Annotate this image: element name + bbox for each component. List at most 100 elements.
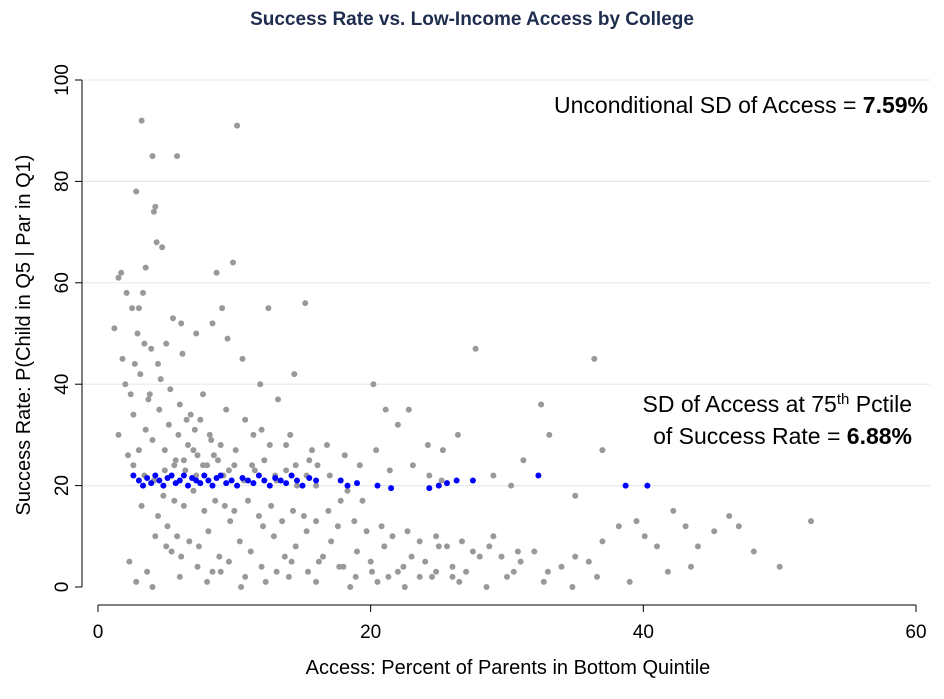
college-point (163, 340, 170, 347)
college-point (149, 153, 156, 160)
college-point (193, 330, 200, 337)
college-point (426, 472, 433, 479)
highlighted-college-point (228, 477, 235, 484)
x-tick-label: 40 (633, 622, 654, 643)
college-point (285, 573, 292, 580)
highlighted-college-point (272, 475, 279, 481)
college-point (540, 578, 547, 585)
college-point (178, 320, 185, 327)
college-point (735, 523, 742, 530)
college-point (300, 513, 307, 519)
college-point (156, 406, 163, 413)
highlighted-college-point (185, 482, 191, 489)
college-point (225, 467, 232, 474)
college-point (279, 518, 286, 525)
college-point (594, 573, 600, 580)
highlighted-college-point (197, 480, 204, 487)
college-point (504, 573, 510, 580)
college-point (688, 563, 694, 570)
highlighted-college-point (277, 477, 284, 484)
college-point (463, 568, 470, 575)
college-point (236, 538, 243, 545)
college-point (257, 381, 264, 388)
y-axis-label: Success Rate: P(Child in Q5 | Par in Q1) (13, 155, 35, 516)
college-point (776, 563, 783, 570)
college-point (249, 462, 256, 469)
college-point (546, 431, 553, 438)
highlighted-college-point (435, 482, 442, 489)
annotation-unconditional-value: 7.59% (863, 92, 928, 118)
college-point (394, 421, 401, 428)
college-point (168, 548, 175, 555)
x-tick-label: 60 (905, 622, 926, 643)
highlighted-college-point (337, 477, 344, 484)
axes (81, 80, 916, 606)
college-point (171, 462, 178, 469)
college-point (174, 153, 181, 160)
college-point (201, 507, 208, 514)
college-point (221, 502, 228, 509)
college-point (670, 507, 677, 514)
college-point (262, 578, 269, 585)
college-point (159, 244, 166, 251)
college-point (115, 274, 122, 281)
college-point (283, 442, 290, 448)
college-point (183, 416, 190, 423)
college-point (197, 416, 204, 423)
highlighted-college-point (152, 472, 159, 479)
college-point (260, 523, 266, 530)
college-point (176, 573, 183, 580)
college-point (127, 391, 134, 398)
college-point (292, 543, 299, 550)
college-point (400, 563, 407, 570)
college-point (164, 523, 171, 530)
college-point (422, 558, 429, 565)
college-point (292, 462, 299, 469)
highlighted-college-points (130, 472, 651, 492)
college-point (213, 269, 220, 276)
college-point (129, 305, 136, 312)
highlighted-college-point (180, 472, 187, 479)
college-point (239, 355, 246, 362)
college-point (190, 487, 197, 494)
college-point (160, 492, 167, 499)
college-point (245, 497, 251, 504)
college-point (531, 548, 538, 555)
college-point (180, 457, 187, 464)
annotation-conditional-line1: SD of Access at 75th Pctile (643, 391, 912, 418)
college-point (401, 584, 408, 590)
college-point (242, 573, 249, 580)
college-point (232, 447, 239, 454)
annotation-conditional-value: 6.88% (847, 423, 912, 449)
highlighted-college-point (313, 477, 320, 484)
college-point (118, 269, 125, 276)
highlighted-college-point (426, 485, 433, 492)
college-point (290, 507, 296, 514)
annotation-unconditional-sd: Unconditional SD of Access = 7.59% (554, 92, 928, 118)
college-point (291, 371, 298, 378)
highlighted-college-point (261, 477, 268, 484)
college-point (288, 558, 295, 565)
college-point (149, 584, 156, 590)
college-point (217, 442, 224, 448)
college-point (416, 538, 423, 545)
chart-title: Success Rate vs. Low-Income Access by Co… (250, 9, 694, 30)
college-point (306, 457, 313, 464)
college-point (315, 558, 322, 565)
college-point (178, 553, 185, 560)
college-point (808, 518, 814, 525)
college-point (231, 507, 238, 514)
highlighted-college-point (223, 480, 230, 487)
college-point (186, 538, 193, 545)
highlighted-college-point (201, 472, 208, 479)
college-point (359, 497, 366, 504)
college-point (270, 533, 277, 540)
college-point (341, 452, 348, 459)
college-point (514, 548, 521, 555)
college-point (200, 391, 206, 398)
college-point (219, 305, 226, 312)
college-point (352, 573, 359, 580)
college-point (508, 482, 515, 489)
college-point (255, 513, 262, 519)
college-point (429, 573, 435, 580)
